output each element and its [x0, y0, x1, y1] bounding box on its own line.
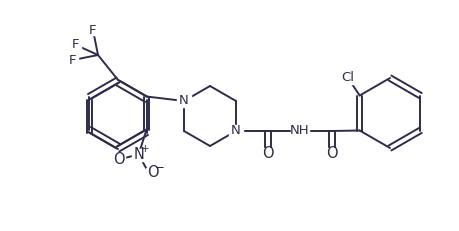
- Text: −: −: [154, 161, 164, 174]
- Bar: [177, 95, 190, 107]
- Bar: [88, 25, 98, 35]
- Bar: [68, 55, 78, 65]
- Bar: [229, 125, 242, 137]
- Text: F: F: [69, 54, 77, 67]
- Bar: [112, 155, 124, 164]
- Text: +: +: [141, 145, 150, 155]
- Bar: [131, 149, 145, 161]
- Text: N: N: [133, 147, 144, 162]
- Text: Cl: Cl: [341, 71, 353, 84]
- Bar: [325, 148, 337, 158]
- Text: F: F: [72, 39, 79, 52]
- Bar: [339, 72, 355, 83]
- Text: O: O: [325, 146, 337, 161]
- Text: N: N: [230, 125, 241, 137]
- Text: F: F: [89, 24, 96, 36]
- Text: NH: NH: [290, 125, 309, 137]
- Bar: [262, 148, 274, 158]
- Bar: [71, 40, 81, 50]
- Text: O: O: [146, 165, 158, 180]
- Bar: [145, 167, 159, 177]
- Text: N: N: [179, 94, 189, 107]
- Text: O: O: [262, 146, 273, 161]
- Text: O: O: [112, 152, 124, 167]
- Bar: [291, 125, 308, 137]
